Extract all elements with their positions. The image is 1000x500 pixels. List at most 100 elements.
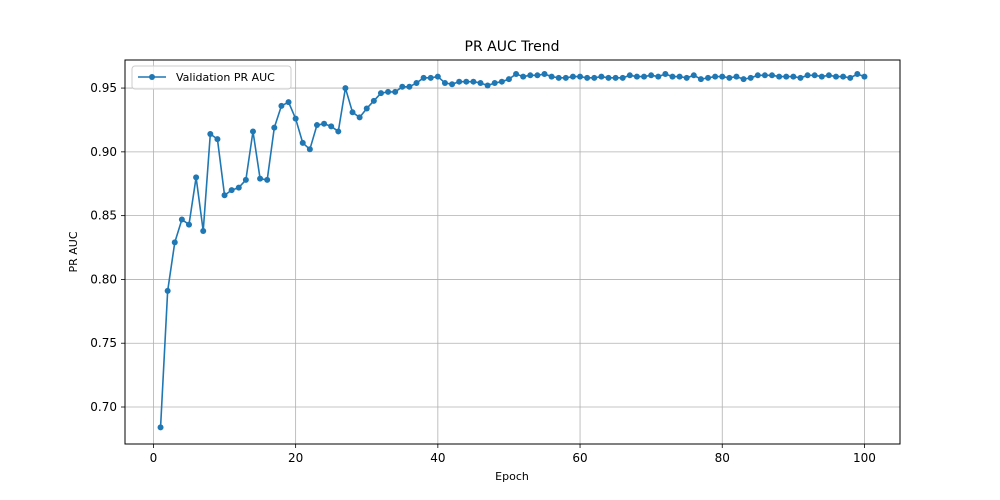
data-point <box>690 72 697 79</box>
data-point <box>577 73 584 80</box>
data-point <box>513 71 520 78</box>
data-point <box>235 184 242 191</box>
data-point <box>491 79 498 86</box>
data-point <box>427 74 434 81</box>
data-point <box>356 114 363 121</box>
data-point <box>697 76 704 83</box>
data-point <box>569 73 576 80</box>
data-point <box>811 72 818 79</box>
data-point <box>541 71 548 78</box>
data-point <box>264 176 271 183</box>
legend-label: Validation PR AUC <box>176 71 275 84</box>
data-point <box>370 97 377 104</box>
data-point <box>740 76 747 83</box>
data-point <box>761 72 768 79</box>
data-point <box>854 71 861 78</box>
y-tick-label: 0.95 <box>90 81 117 95</box>
data-point <box>157 424 164 431</box>
data-point <box>193 174 200 181</box>
data-point <box>221 192 228 199</box>
data-point <box>313 122 320 129</box>
data-point <box>804 72 811 79</box>
chart-title: PR AUC Trend <box>465 39 560 55</box>
data-point <box>641 73 648 80</box>
legend: Validation PR AUC <box>131 65 292 90</box>
x-ticks: 0 20 40 60 80 100 <box>150 444 876 465</box>
data-point <box>171 239 178 246</box>
y-tick-label: 0.70 <box>90 400 117 414</box>
data-point <box>733 73 740 80</box>
data-point <box>214 136 221 143</box>
data-point <box>605 74 612 81</box>
data-point <box>200 227 207 234</box>
data-point <box>790 73 797 80</box>
y-ticks: 0.70 0.75 0.80 0.85 0.90 0.95 <box>90 81 125 414</box>
data-point <box>676 73 683 80</box>
data-point <box>441 79 448 86</box>
data-point <box>833 73 840 80</box>
series-line <box>159 73 865 428</box>
data-point <box>363 105 370 112</box>
data-point <box>477 79 484 86</box>
data-point <box>648 72 655 79</box>
grid <box>125 60 900 444</box>
data-point <box>434 73 441 80</box>
data-point <box>271 124 278 131</box>
data-point <box>818 73 825 80</box>
data-point <box>278 102 285 109</box>
data-point <box>207 130 214 137</box>
y-tick-label: 0.80 <box>90 272 117 286</box>
data-point <box>342 85 349 92</box>
data-point <box>306 146 313 153</box>
data-point <box>470 78 477 85</box>
data-point <box>257 175 264 182</box>
x-tick-label: 80 <box>715 451 730 465</box>
legend-marker-swatch <box>149 74 155 80</box>
data-point <box>754 72 761 79</box>
data-point <box>861 73 868 80</box>
x-tick-label: 20 <box>288 451 303 465</box>
y-axis-label: PR AUC <box>67 231 80 272</box>
data-point <box>449 81 456 88</box>
data-point <box>783 73 790 80</box>
data-point <box>662 71 669 78</box>
data-point <box>242 176 249 183</box>
data-point <box>562 74 569 81</box>
data-point <box>527 72 534 79</box>
data-point <box>292 115 299 122</box>
data-point <box>534 72 541 79</box>
data-point <box>413 79 420 86</box>
data-point <box>520 73 527 80</box>
data-point <box>619 74 626 81</box>
x-tick-label: 40 <box>430 451 445 465</box>
plot-frame <box>124 59 901 445</box>
data-point <box>726 74 733 81</box>
data-point <box>797 74 804 81</box>
series-layer <box>157 71 868 431</box>
data-point <box>392 88 399 95</box>
x-axis-label: Epoch <box>495 470 529 483</box>
data-point <box>349 109 356 116</box>
data-point <box>840 73 847 80</box>
data-point <box>335 128 342 135</box>
data-point <box>285 99 292 106</box>
data-point <box>847 74 854 81</box>
data-point <box>249 128 256 135</box>
data-point <box>626 72 633 79</box>
x-tick-label: 100 <box>853 451 876 465</box>
data-point <box>548 73 555 80</box>
data-point <box>498 78 505 85</box>
data-point <box>669 73 676 80</box>
data-point <box>633 73 640 80</box>
data-point <box>598 73 605 80</box>
y-tick-label: 0.90 <box>90 145 117 159</box>
data-point <box>399 83 406 90</box>
data-point <box>591 74 598 81</box>
data-point <box>299 139 306 146</box>
data-point <box>406 83 413 90</box>
data-point <box>705 74 712 81</box>
data-point <box>584 74 591 81</box>
data-point <box>712 73 719 80</box>
data-point <box>185 221 192 228</box>
